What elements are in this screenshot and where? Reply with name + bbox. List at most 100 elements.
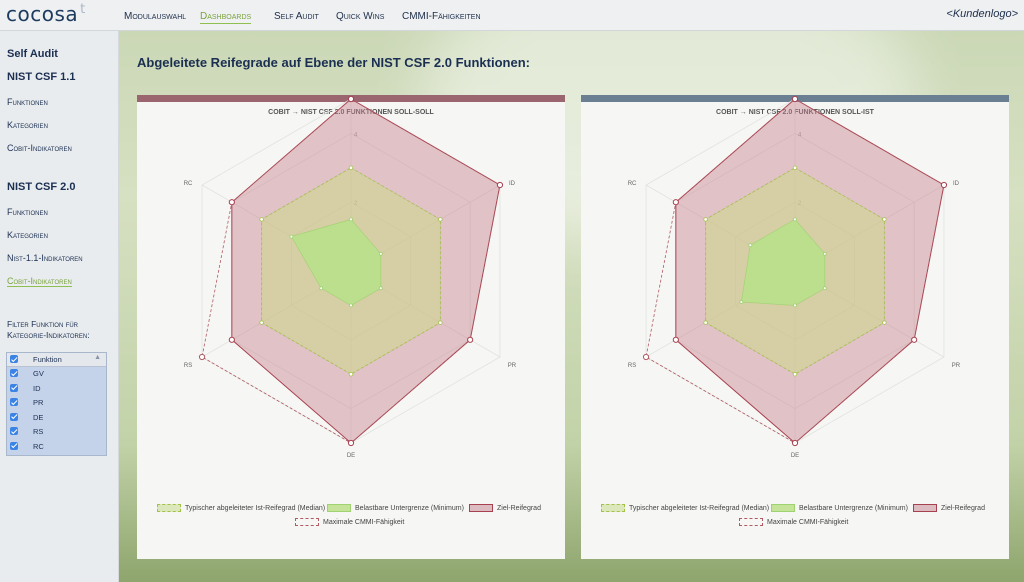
legend-median[interactable]: Typischer abgeleiteter Ist-Reifegrad (Me… xyxy=(601,504,769,512)
sidebar-item-kategorien-20[interactable]: Kategorien xyxy=(7,230,48,240)
axis-label-rs: RS xyxy=(628,363,636,369)
axis-label-pr: PR xyxy=(508,363,517,369)
median-point xyxy=(259,217,264,222)
sort-ascending-icon[interactable]: ▲ xyxy=(94,354,101,361)
median-point xyxy=(703,217,708,222)
chart-panel-soll-soll: COBIT → NIST CSF 2.0 FUNKTIONEN SOLL-SOL… xyxy=(137,95,565,559)
axis-label-de: DE xyxy=(347,453,355,459)
logo-mark: t xyxy=(80,2,86,18)
filter-row-label: RC xyxy=(33,441,44,451)
minimum-point xyxy=(739,300,744,304)
filter-row-label: DE xyxy=(33,412,44,422)
legend-median-label: Typischer abgeleiteter Ist-Reifegrad (Me… xyxy=(185,504,326,512)
legend-max[interactable]: Maximale CMMI-Fähigkeit xyxy=(739,518,848,526)
sidebar-item-kategorien-11[interactable]: Kategorien xyxy=(7,120,48,130)
legend-target-swatch xyxy=(913,504,937,512)
select-all-checkbox[interactable] xyxy=(10,355,18,363)
median-point xyxy=(438,320,443,325)
legend-target[interactable]: Ziel-Reifegrad xyxy=(913,504,985,512)
nav-modulauswahl[interactable]: Modulauswahl xyxy=(124,11,187,22)
sidebar-item-cobit-20[interactable]: Cobit-Indikatoren xyxy=(7,276,72,287)
sidebar-item-nist11-indikatoren[interactable]: Nist-1.1-Indikatoren xyxy=(7,253,83,263)
target-point xyxy=(228,199,235,206)
sidebar: Self Audit NIST CSF 1.1 Funktionen Kateg… xyxy=(0,31,119,582)
legend-max-label: Maximale CMMI-Fähigkeit xyxy=(323,518,405,526)
checkbox[interactable] xyxy=(10,369,18,377)
median-point xyxy=(259,320,264,325)
radar-chart-soll-soll: 24GVIDPRDERSRC xyxy=(184,95,517,459)
app-logo[interactable]: cocosa t xyxy=(6,2,86,26)
axis-label-id: ID xyxy=(953,181,960,187)
checkbox[interactable] xyxy=(10,441,18,450)
nav-self-audit[interactable]: Self Audit xyxy=(274,11,319,22)
median-point xyxy=(348,165,354,170)
median-point xyxy=(438,217,443,222)
axis-label-rs: RS xyxy=(184,363,192,369)
sidebar-item-cobit-11[interactable]: Cobit-Indikatoren xyxy=(7,143,72,153)
filter-label: Filter Funktion für Kategorie-Indikatore… xyxy=(7,319,90,340)
legend-target-label: Ziel-Reifegrad xyxy=(497,504,541,512)
target-point xyxy=(228,336,235,343)
target-point xyxy=(467,336,474,343)
legend-median-swatch xyxy=(157,504,181,512)
filter-row-de[interactable]: DE xyxy=(7,411,106,426)
minimum-point xyxy=(378,286,383,291)
legend-max[interactable]: Maximale CMMI-Fähigkeit xyxy=(295,518,404,526)
axis-label-pr: PR xyxy=(952,363,961,369)
legend-minimum[interactable]: Belastbare Untergrenze (Minimum) xyxy=(327,504,464,512)
median-point xyxy=(792,372,798,377)
legend-minimum-swatch xyxy=(327,504,351,512)
nav-cmmi-faehigkeiten[interactable]: CMMI-Fähigkeiten xyxy=(402,11,481,22)
checkbox[interactable] xyxy=(10,383,18,392)
max-point xyxy=(198,353,206,361)
filter-row-label: ID xyxy=(33,383,41,393)
filter-row-gv[interactable]: GV xyxy=(7,367,106,382)
tick-label: 4 xyxy=(798,132,802,138)
tick-label: 4 xyxy=(354,132,358,138)
sidebar-item-funktionen-11[interactable]: Funktionen xyxy=(7,97,48,107)
checkbox[interactable] xyxy=(10,412,18,421)
minimum-point xyxy=(822,286,827,291)
axis-label-rc: RC xyxy=(628,181,637,187)
target-point xyxy=(791,95,799,103)
radar-chart-soll-ist: 24GVIDPRDERSRC xyxy=(628,95,961,459)
legend-minimum-swatch xyxy=(771,504,795,512)
target-point xyxy=(496,181,504,189)
checkbox[interactable] xyxy=(10,398,18,407)
legend-target[interactable]: Ziel-Reifegrad xyxy=(469,504,541,512)
page-title: Abgeleitete Reifegrade auf Ebene der NIS… xyxy=(137,55,530,70)
median-point xyxy=(882,320,887,325)
sidebar-heading-self-audit: Self Audit xyxy=(7,48,58,60)
max-point xyxy=(642,353,650,361)
nav-quick-wins[interactable]: Quick Wins xyxy=(336,11,385,22)
customer-logo: <Kundenlogo> xyxy=(946,8,1018,20)
axis-label-de: DE xyxy=(791,453,799,459)
minimum-point xyxy=(822,251,827,256)
filter-row-rc[interactable]: RC xyxy=(7,440,106,455)
target-point xyxy=(347,95,355,103)
legend-max-label: Maximale CMMI-Fähigkeit xyxy=(767,518,849,526)
sidebar-item-funktionen-20[interactable]: Funktionen xyxy=(7,207,48,217)
filter-row-id[interactable]: ID xyxy=(7,382,106,397)
target-point xyxy=(672,199,679,206)
minimum-point xyxy=(378,251,383,256)
filter-row-pr[interactable]: PR xyxy=(7,396,106,411)
sidebar-heading-nist-11: NIST CSF 1.1 xyxy=(7,71,76,83)
legend-median[interactable]: Typischer abgeleiteter Ist-Reifegrad (Me… xyxy=(157,504,325,512)
target-point xyxy=(940,181,948,189)
minimum-point xyxy=(349,217,353,222)
filter-row-label: GV xyxy=(33,369,44,378)
axis-label-rc: RC xyxy=(184,181,193,187)
minimum-point xyxy=(289,234,294,239)
checkbox[interactable] xyxy=(10,427,18,436)
legend-target-label: Ziel-Reifegrad xyxy=(941,504,985,512)
minimum-point xyxy=(793,217,797,222)
legend-minimum[interactable]: Belastbare Untergrenze (Minimum) xyxy=(771,504,908,512)
legend-minimum-label: Belastbare Untergrenze (Minimum) xyxy=(355,504,464,512)
nav-dashboards[interactable]: Dashboards xyxy=(200,11,252,24)
target-point xyxy=(911,336,918,343)
filter-row-rs[interactable]: RS xyxy=(7,425,106,440)
median-point xyxy=(348,372,354,377)
target-point xyxy=(347,439,355,447)
minimum-point xyxy=(349,303,353,308)
